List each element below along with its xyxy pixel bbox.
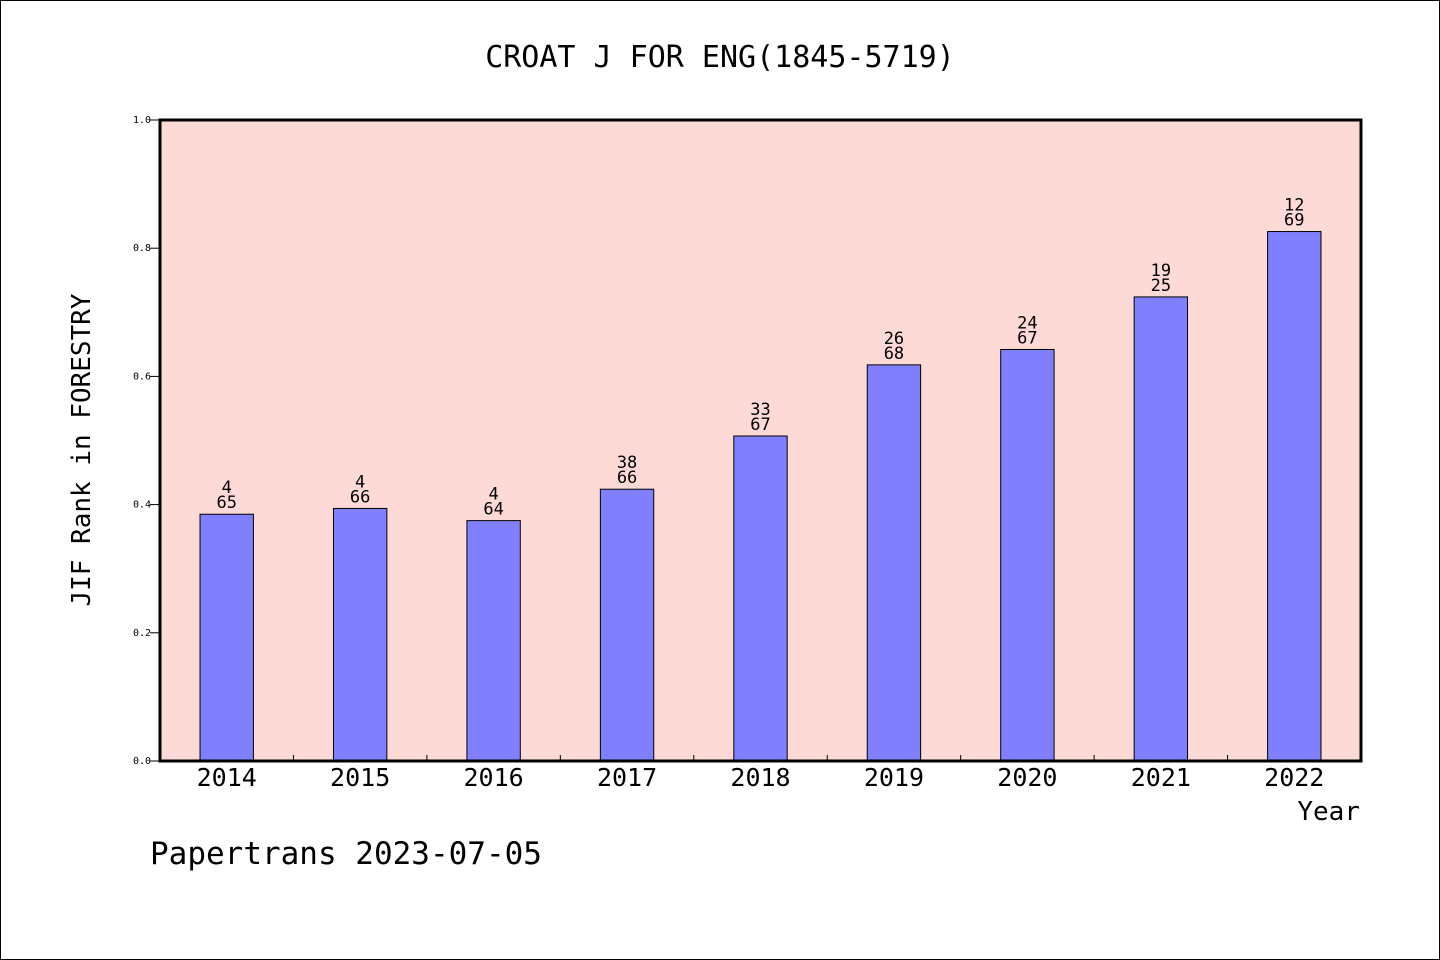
x-tick-label: 2021 [1131, 763, 1191, 792]
x-tick-label: 2022 [1264, 763, 1324, 792]
footer-text: Papertrans 2023-07-05 [150, 836, 542, 872]
x-tick-label: 2019 [864, 763, 924, 792]
bar-label-total: 67 [750, 415, 770, 435]
y-tick-label: 0.8 [133, 243, 151, 254]
bar-label-total: 65 [216, 493, 236, 513]
x-tick-label: 2018 [730, 763, 790, 792]
x-tick-label: 2015 [330, 763, 390, 792]
y-tick-label: 0.6 [133, 371, 151, 382]
bar-2015 [332, 507, 388, 762]
bar-label-total: 68 [884, 344, 904, 364]
x-tick-label: 2014 [197, 763, 257, 792]
bar-label-rank: 26 [884, 329, 904, 349]
y-axis: 0.0 0.2 0.4 0.6 0.8 1.0 [133, 115, 160, 767]
bar-2022 [1267, 231, 1322, 762]
bar-label-rank: 4 [222, 478, 232, 498]
bar-label-total: 66 [350, 487, 370, 507]
bars-group [199, 231, 1322, 762]
y-tick-label: 0.0 [133, 756, 151, 767]
bar-label-total: 64 [483, 500, 503, 520]
plot-border [158, 118, 1363, 763]
bar-2017 [599, 488, 655, 762]
bar-2016 [466, 520, 521, 762]
bar-label-total: 25 [1151, 276, 1171, 296]
bar-label-rank: 4 [488, 485, 498, 505]
x-tick-label: 2020 [997, 763, 1057, 792]
bar-2014 [199, 513, 254, 762]
bar-label-rank: 12 [1284, 196, 1304, 216]
bar-2021 [1133, 296, 1189, 762]
x-tick-label: 2017 [597, 763, 657, 792]
y-tick-label: 1.0 [133, 115, 151, 126]
bar-2018 [733, 435, 788, 762]
bar-label-rank: 4 [355, 472, 365, 492]
bar-2019 [866, 364, 922, 762]
bar-2020 [1000, 348, 1055, 762]
y-axis-label: JIF Rank in FORESTRY [67, 293, 97, 606]
bar-label-total: 66 [617, 468, 637, 488]
bar-label-rank: 19 [1151, 261, 1171, 281]
bar-label-total: 69 [1284, 211, 1304, 231]
bar-label-rank: 38 [617, 453, 637, 473]
y-tick-label: 0.2 [133, 628, 151, 639]
chart-title: CROAT J FOR ENG(1845-5719) [485, 40, 955, 75]
bar-label-rank: 33 [750, 400, 770, 420]
y-tick-label: 0.4 [133, 500, 151, 511]
x-tick-label: 2016 [464, 763, 524, 792]
bar-label-total: 67 [1017, 328, 1037, 348]
bar-label-rank: 24 [1017, 313, 1037, 333]
x-axis: 2014 2015 2016 2017 2018 2019 2020 2021 2022 [197, 755, 1324, 792]
x-axis-label: Year [1297, 797, 1360, 827]
